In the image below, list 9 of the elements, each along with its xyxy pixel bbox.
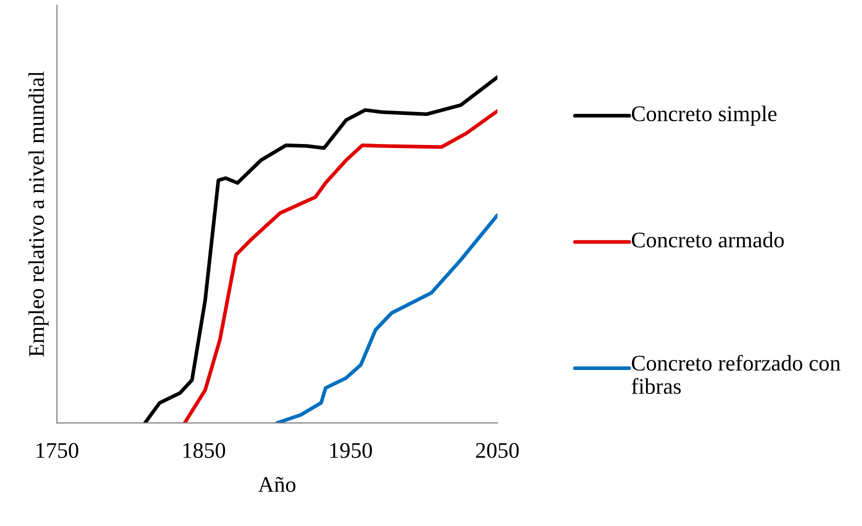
x-tick-label: 1850 xyxy=(183,442,226,458)
x-axis-title: Año xyxy=(258,476,296,492)
legend-label: Concreto simple xyxy=(632,106,776,126)
x-tick-label: 1950 xyxy=(330,442,372,458)
x-tick-label: 2050 xyxy=(476,442,519,458)
legend-label: Concreto reforzado con fibras xyxy=(632,354,840,394)
x-tick-label: 1750 xyxy=(36,442,78,458)
y-axis-title: Empleo relativo a nivel mundial xyxy=(28,71,49,357)
legend-label: Concreto armado xyxy=(632,232,784,248)
